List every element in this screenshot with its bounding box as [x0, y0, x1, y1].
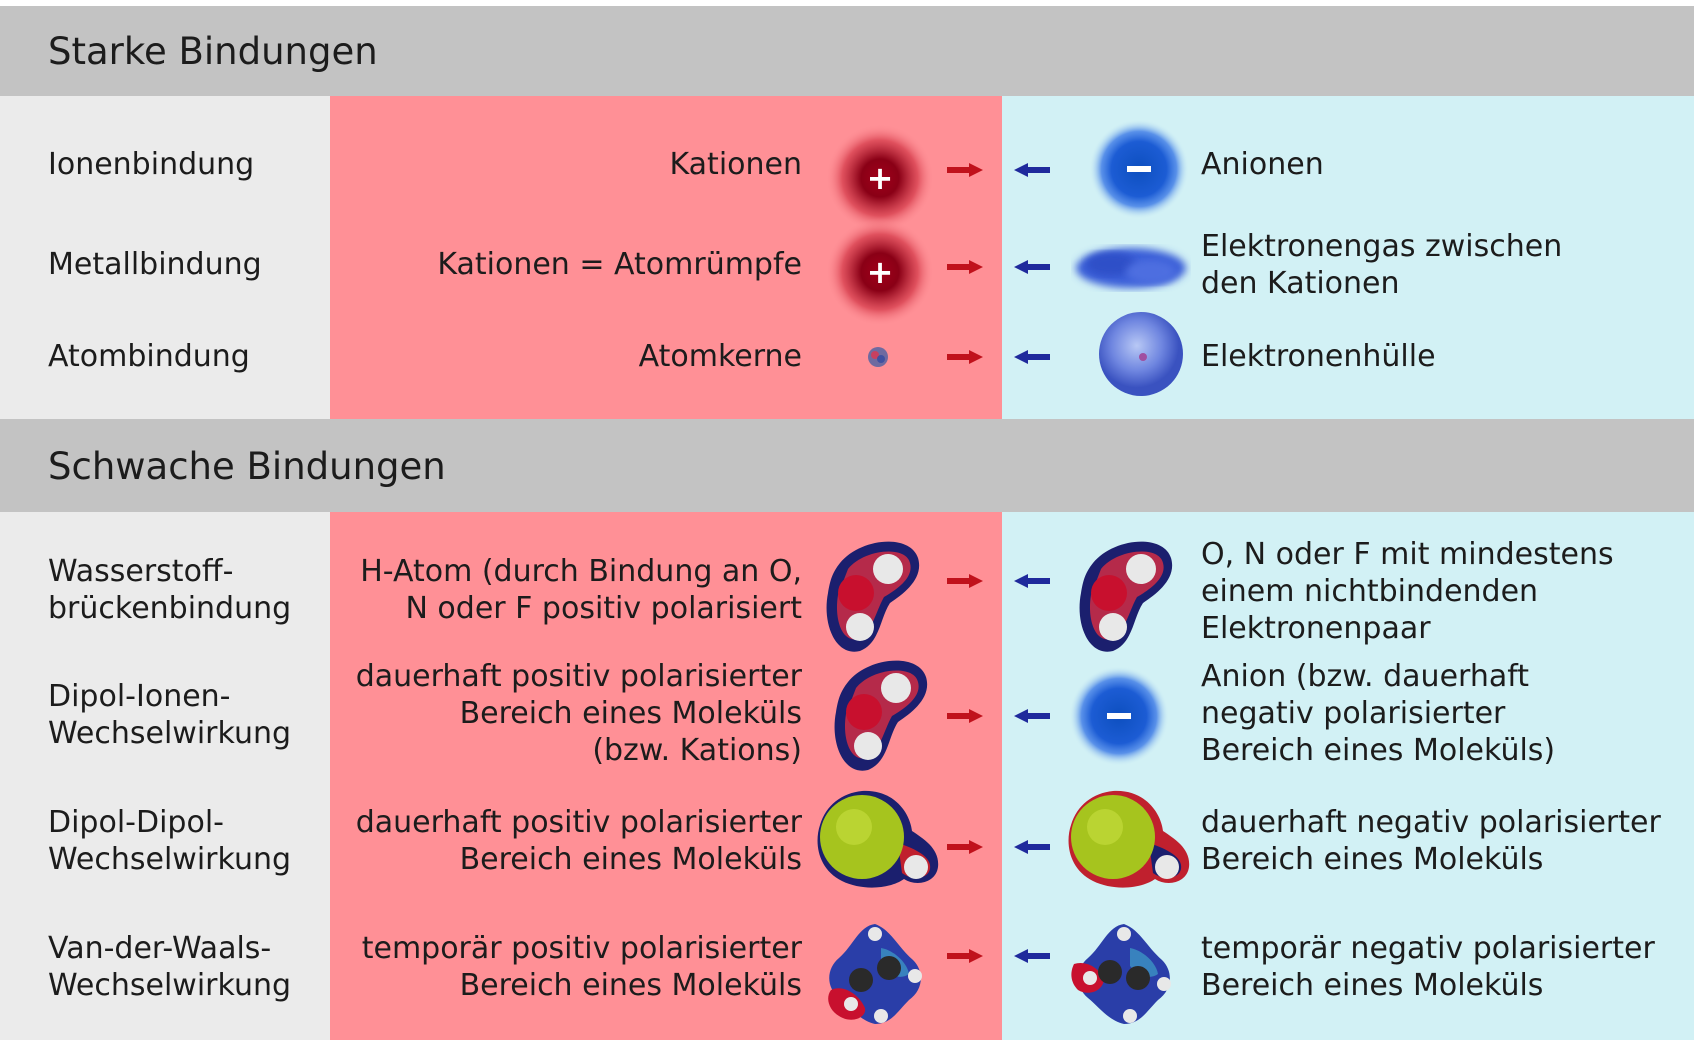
negative-partner-label: temporär negativ polarisierter Bereich e…: [1201, 931, 1655, 1003]
negative-partner-label: Anionen: [1201, 147, 1324, 182]
ethene-molecule-icon: [828, 924, 922, 1024]
negative-partner-label: Elektronengas zwischen den Kationen: [1201, 229, 1563, 301]
red-arrow-icon: [947, 260, 983, 274]
section-header-strong: Starke Bindungen: [0, 6, 1694, 96]
red-arrow-icon: [947, 949, 983, 963]
plus-symbol: +: [867, 253, 894, 291]
section-title: Starke Bindungen: [48, 30, 378, 73]
blue-arrow-icon: [1014, 709, 1050, 723]
bond-type-label: Van-der-Waals- Wechselwirkung: [48, 931, 292, 1003]
positive-partner-label: Kationen = Atomrümpfe: [437, 247, 802, 282]
positive-partner-label: Kationen: [669, 147, 802, 182]
red-arrow-icon: [947, 709, 983, 723]
section-header-weak: Schwache Bindungen: [0, 419, 1694, 512]
bond-type-label: Wasserstoff- brückenbindung: [48, 554, 292, 626]
label-column: [0, 512, 330, 1040]
ethene-molecule-icon: [1071, 924, 1171, 1024]
bond-type-label: Dipol-Ionen- Wechselwirkung: [48, 679, 292, 751]
bond-type-label: Atombindung: [48, 339, 250, 374]
red-arrow-icon: [947, 574, 983, 588]
electron-shell-icon: [1099, 312, 1183, 396]
red-arrow-icon: [947, 350, 983, 364]
blue-arrow-icon: [1014, 574, 1050, 588]
blue-arrow-icon: [1014, 350, 1050, 364]
water-molecule-icon: [834, 660, 928, 771]
blue-arrow-icon: [1014, 260, 1050, 274]
positive-partner-label: Atomkerne: [638, 339, 802, 374]
cation-icon: +: [826, 124, 934, 232]
negative-partner-label: O, N oder F mit mindestens einem nichtbi…: [1201, 537, 1614, 646]
positive-partner-label: dauerhaft positiv polarisierter Bereich …: [355, 659, 802, 768]
section-title: Schwache Bindungen: [48, 445, 446, 488]
negative-partner-label: dauerhaft negativ polarisierter Bereich …: [1201, 805, 1661, 877]
negative-partner-label: Elektronenhülle: [1201, 339, 1436, 374]
hcl-molecule-icon: [817, 790, 939, 888]
blue-arrow-icon: [1014, 949, 1050, 963]
bond-type-label: Metallbindung: [48, 247, 262, 282]
label-column: [0, 96, 330, 419]
positive-partner-label: dauerhaft positiv polarisierter Bereich …: [355, 805, 802, 877]
hcl-molecule-icon: [1068, 790, 1190, 888]
water-molecule-icon: [826, 541, 920, 652]
plus-symbol: +: [867, 159, 894, 197]
positive-partner-label: H-Atom (durch Bindung an O, N oder F pos…: [360, 554, 802, 626]
water-molecule-icon: [1079, 541, 1173, 652]
blue-arrow-icon: [1014, 840, 1050, 854]
anion-icon: [1089, 119, 1189, 219]
red-arrow-icon: [947, 163, 983, 177]
bond-type-label: Ionenbindung: [48, 147, 255, 182]
bond-type-label: Dipol-Dipol- Wechselwirkung: [48, 805, 292, 877]
red-arrow-icon: [947, 840, 983, 854]
positive-partner-label: temporär positiv polarisierter Bereich e…: [361, 931, 802, 1003]
blue-arrow-icon: [1014, 163, 1050, 177]
atom-nucleus-icon: [868, 347, 888, 367]
anion-icon: [1069, 666, 1169, 766]
cation-icon: +: [826, 218, 934, 326]
electron-gas-icon: [1076, 248, 1186, 288]
negative-partner-label: Anion (bzw. dauerhaft negativ polarisier…: [1201, 659, 1556, 768]
